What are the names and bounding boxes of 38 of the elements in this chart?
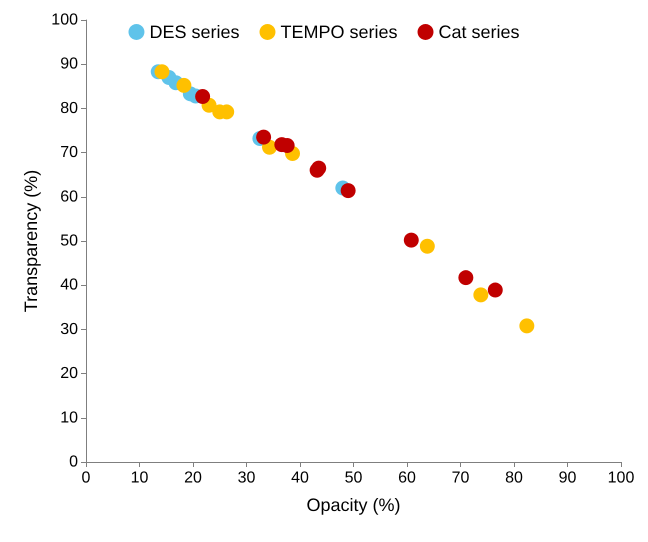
x-tick-label: 80 <box>505 470 523 486</box>
point <box>176 78 192 93</box>
y-tick-label: 40 <box>60 276 78 294</box>
point <box>195 88 210 104</box>
x-tick-label: 100 <box>608 470 634 486</box>
y-tick-label: 80 <box>60 100 78 117</box>
x-tick-label: 0 <box>82 470 91 486</box>
x-tick-label: 30 <box>238 470 256 486</box>
x-tick-label: 90 <box>558 470 576 486</box>
x-tick-label: 50 <box>344 470 362 486</box>
y-tick-label: 20 <box>60 365 78 382</box>
point <box>458 270 474 286</box>
y-tick-label: 10 <box>60 409 78 426</box>
point <box>519 318 534 334</box>
y-tick-label: 100 <box>51 12 78 28</box>
x-axis-title: Opacity (%) <box>306 495 401 515</box>
y-tick-label: 70 <box>60 144 78 162</box>
legend-label: TEMPO series <box>280 22 398 42</box>
legend-label: Cat series <box>438 22 520 42</box>
legend-label: DES series <box>149 22 240 42</box>
point <box>340 183 356 198</box>
y-tick-label: 0 <box>69 454 78 470</box>
x-tick-label: 40 <box>291 470 309 486</box>
point <box>420 238 435 254</box>
y-tick-label: 90 <box>60 56 78 73</box>
x-tick-label: 60 <box>398 470 416 486</box>
point <box>488 282 503 298</box>
point <box>473 287 488 302</box>
y-tick-label: 50 <box>60 232 78 250</box>
x-tick-label: 10 <box>130 470 148 486</box>
x-tick-label: 20 <box>184 470 202 486</box>
point <box>256 130 272 145</box>
point <box>404 232 419 248</box>
y-tick-label: 30 <box>60 320 78 338</box>
point <box>154 64 170 80</box>
y-tick-label: 60 <box>60 188 78 206</box>
y-axis-title: Transparency (%) <box>21 170 41 312</box>
x-tick-label: 70 <box>452 470 470 486</box>
